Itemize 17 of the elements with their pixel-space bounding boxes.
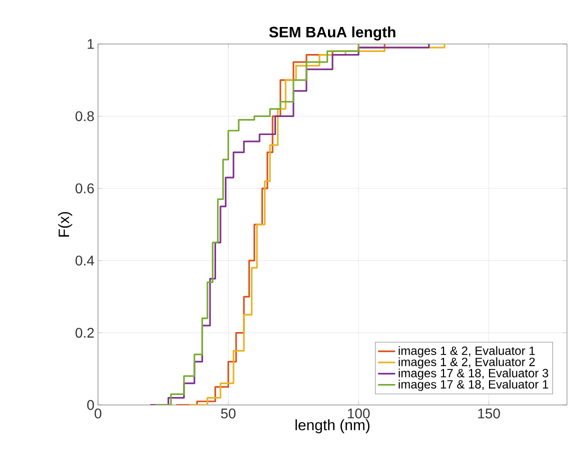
y-tick-label: 0 xyxy=(87,400,94,410)
y-tick-label: 1 xyxy=(88,39,94,49)
chart-title: SEM BAuA length xyxy=(269,26,396,40)
x-tick-label: 100 xyxy=(348,408,370,418)
y-axis-title: F(x) xyxy=(58,212,72,237)
legend-label: images 17 & 18, Evaluator 3 xyxy=(398,368,548,380)
x-tick-label: 150 xyxy=(478,408,500,418)
y-tick-label: 0.2 xyxy=(76,328,94,338)
y-tick-label: 0.8 xyxy=(76,111,94,122)
legend-label: images 1 & 2, Evaluator 1 xyxy=(398,346,535,358)
legend-label: images 17 & 18, Evaluator 1 xyxy=(398,380,548,391)
y-tick-label: 0.6 xyxy=(76,183,94,194)
legend-label: images 1 & 2, Evaluator 2 xyxy=(398,357,535,369)
x-tick-label: 0 xyxy=(94,408,102,418)
x-tick-label: 50 xyxy=(221,408,236,418)
x-axis-title: length (nm) xyxy=(296,419,370,434)
y-tick-label: 0.4 xyxy=(76,256,94,266)
